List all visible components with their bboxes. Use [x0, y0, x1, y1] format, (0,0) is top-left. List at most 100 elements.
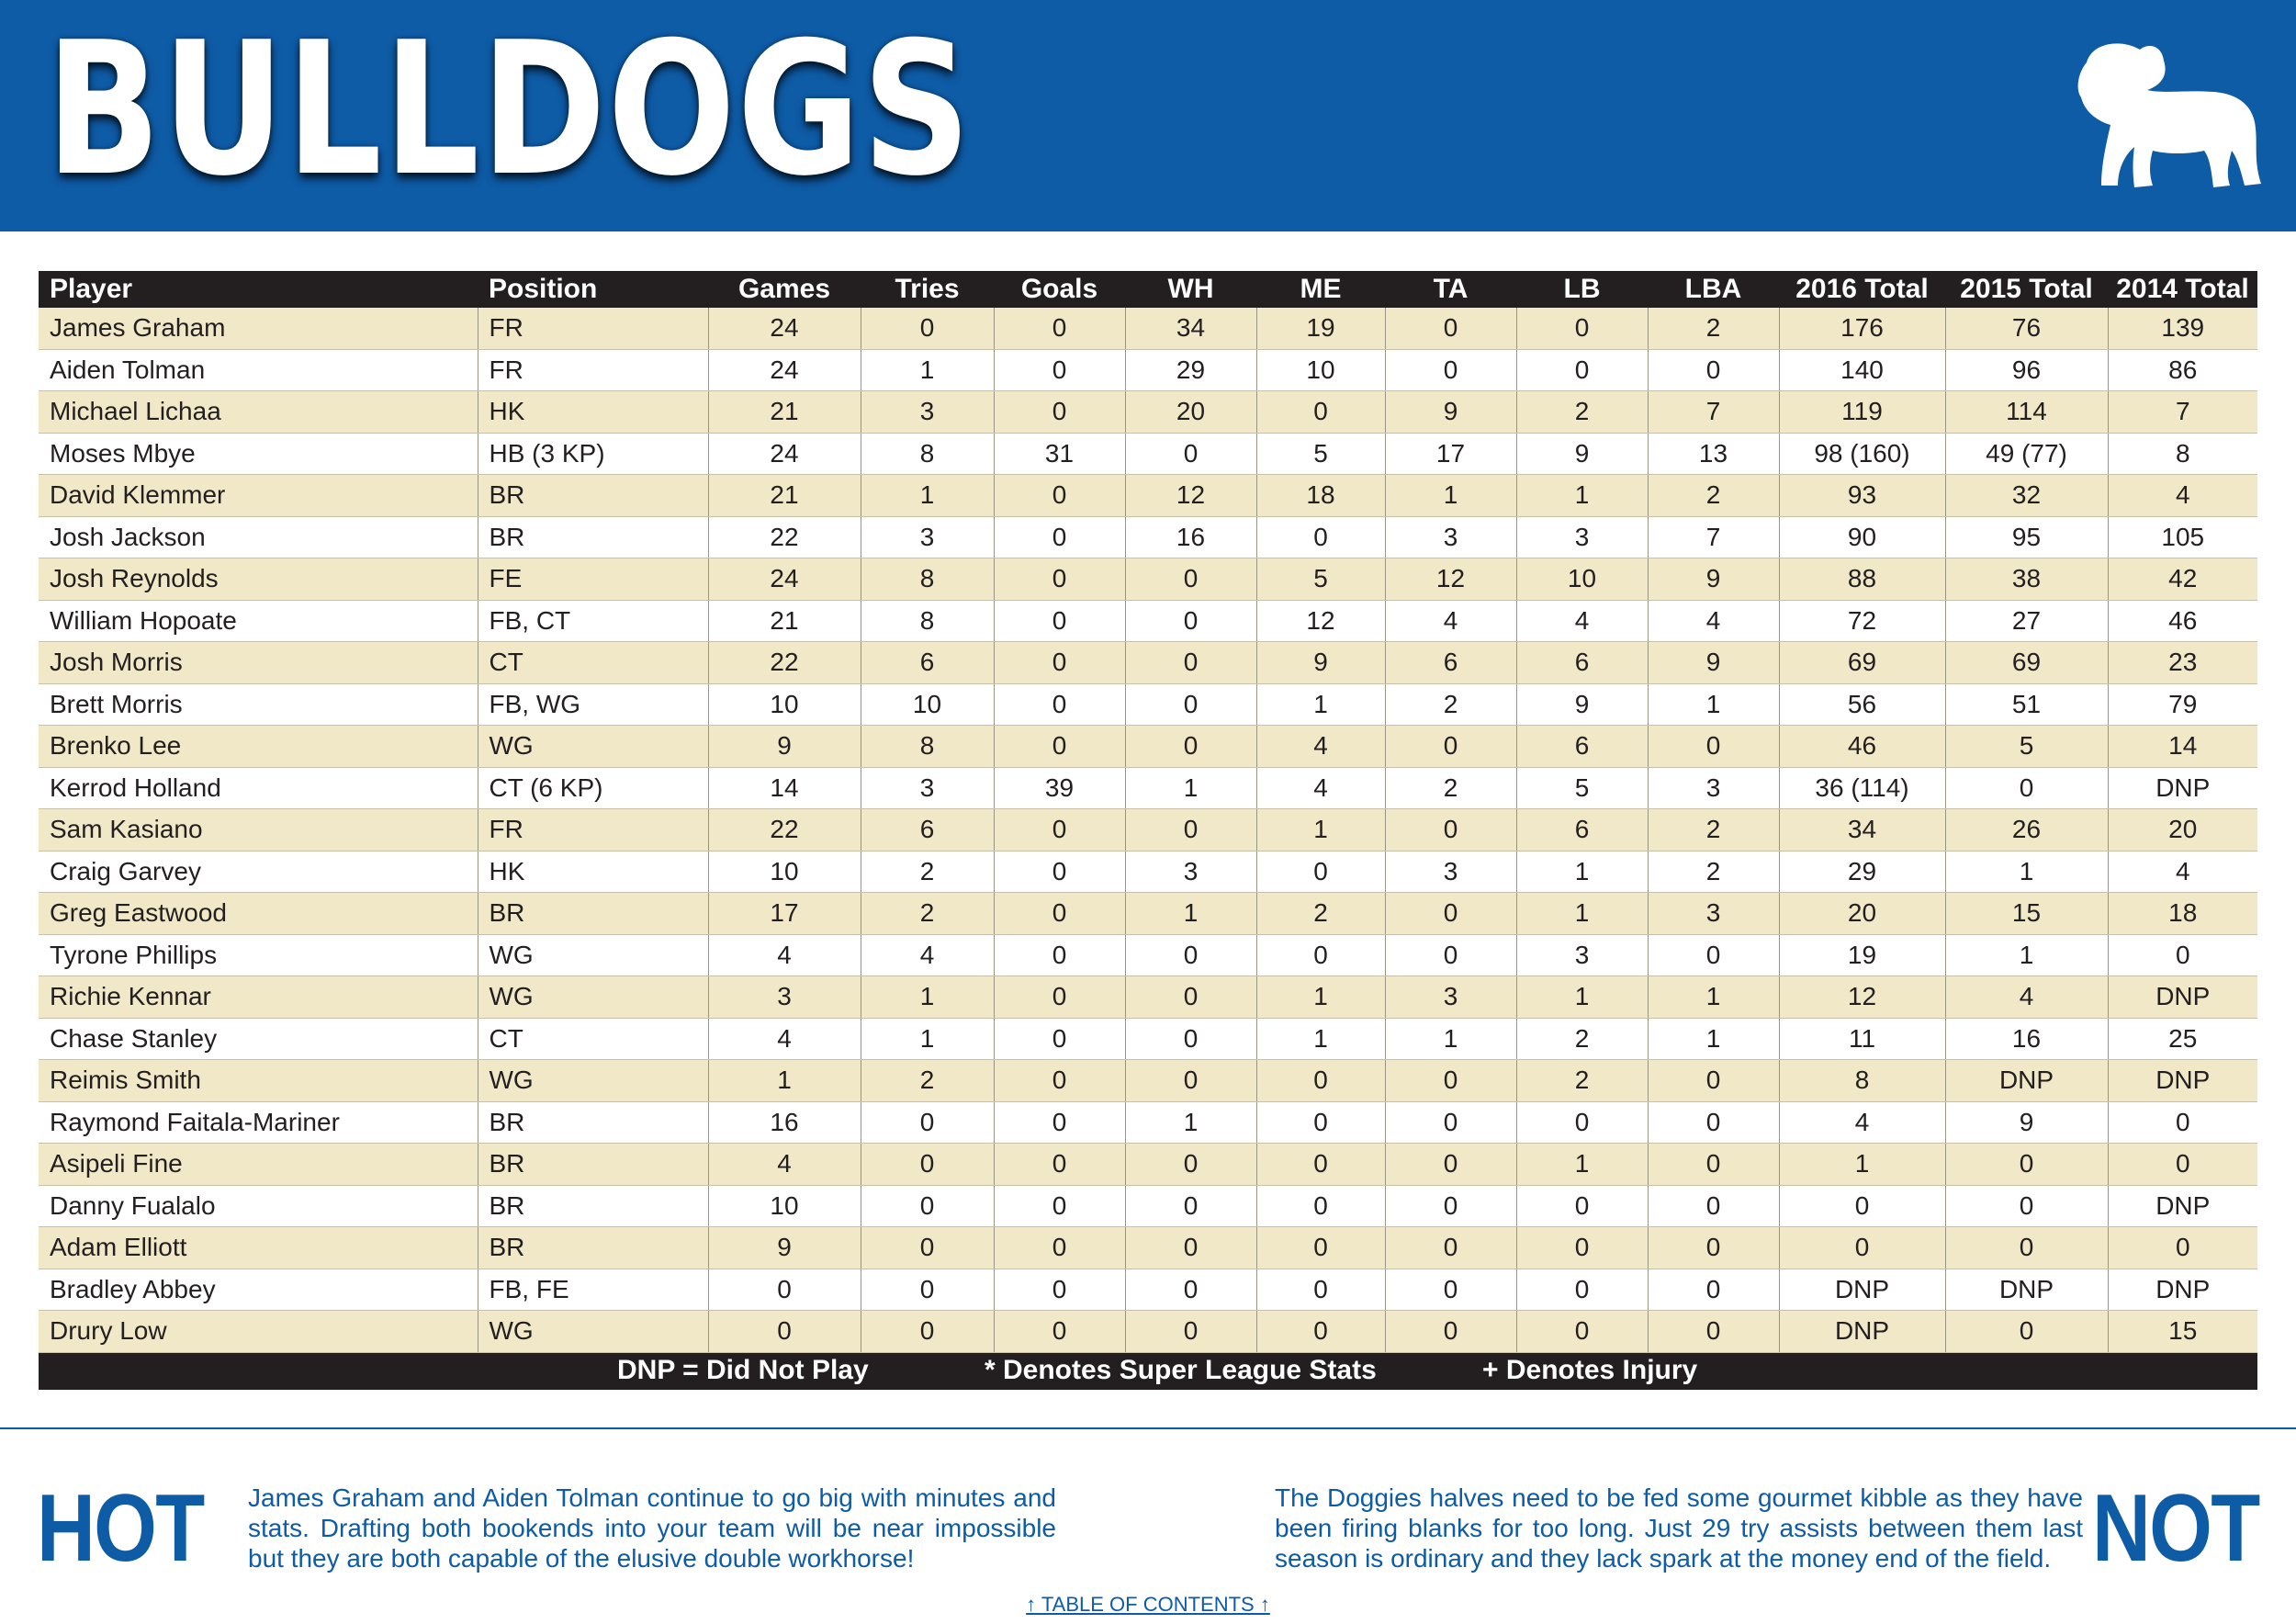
table-cell: 3	[1384, 976, 1516, 1019]
table-row: Bradley Abbey FB, FE 0 0 0 0 0 0 0 0 DNP DNP DNP	[39, 1269, 2257, 1311]
table-cell: BR	[477, 1185, 708, 1227]
table-cell: 4	[1944, 976, 2108, 1019]
table-cell: 0	[1384, 1185, 1516, 1227]
table-cell: 3	[1647, 892, 1779, 935]
table-cell: 3	[1384, 851, 1516, 893]
table-row: Raymond Faitala-Mariner BR 16 0 0 1 0 0 0 0 4 9 0	[39, 1101, 2257, 1144]
table-cell: 0	[2107, 1226, 2257, 1269]
table-cell: 2	[1515, 1018, 1648, 1060]
table-cell: 46	[1778, 725, 1945, 768]
table-cell: 76	[1944, 308, 2108, 350]
table-cell: 3	[1647, 767, 1779, 809]
table-cell: 0	[1255, 1226, 1385, 1269]
table-cell: 0	[1384, 1059, 1516, 1102]
table-row: Brett Morris FB, WG 10 10 0 0 1 2 9 1 56 51 79	[39, 683, 2257, 726]
table-cell: 38	[1944, 558, 2108, 601]
table-cell: DNP	[1944, 1059, 2108, 1102]
table-cell: 2	[860, 851, 994, 893]
table-cell: 36 (114)	[1778, 767, 1945, 809]
table-cell: DNP	[2107, 767, 2257, 809]
table-legend: DNP = Did Not Play * Denotes Super Leagu…	[39, 1352, 2257, 1390]
table-cell: 1	[1124, 1101, 1256, 1144]
table-cell: 10	[707, 683, 861, 726]
legend-injury: + Denotes Injury	[1482, 1354, 1698, 1385]
table-of-contents-link[interactable]: ↑ TABLE OF CONTENTS ↑	[1026, 1593, 1270, 1616]
table-cell: HB (3 KP)	[477, 433, 708, 475]
table-cell: 0	[993, 308, 1125, 350]
table-cell: 3	[860, 516, 994, 558]
table-cell: 13	[1647, 433, 1779, 475]
table-cell: WG	[477, 725, 708, 768]
table-cell: 7	[1647, 516, 1779, 558]
table-cell: 0	[1124, 1059, 1256, 1102]
table-cell: 12	[1124, 474, 1256, 517]
table-cell: 9	[1384, 390, 1516, 434]
table-cell: 0	[993, 934, 1125, 976]
table-cell: 0	[1944, 1310, 2108, 1353]
table-cell: 0	[1384, 725, 1516, 768]
table-cell: 10	[707, 1185, 861, 1227]
table-cell: 176	[1778, 308, 1945, 350]
table-cell: 4	[1515, 600, 1648, 642]
table-cell: 9	[707, 725, 861, 768]
table-cell: 4	[1384, 600, 1516, 642]
table-cell: 0	[1515, 1310, 1648, 1353]
table-cell: 2	[1255, 892, 1385, 935]
table-cell: 20	[1124, 390, 1256, 434]
table-cell: 20	[2107, 808, 2257, 851]
table-cell: 69	[1778, 641, 1945, 684]
table-cell: 6	[860, 641, 994, 684]
table-cell: 0	[707, 1310, 861, 1353]
table-cell: 0	[993, 725, 1125, 768]
table-cell: BR	[477, 1143, 708, 1186]
table-cell: BR	[477, 474, 708, 517]
table-cell: 0	[1384, 1226, 1516, 1269]
table-cell: 8	[2107, 433, 2257, 475]
table-cell: 1	[1647, 1018, 1779, 1060]
table-cell: Chase Stanley	[39, 1018, 478, 1060]
table-cell: 0	[993, 1143, 1125, 1186]
table-row: James Graham FR 24 0 0 34 19 0 0 2 176 76 139	[39, 308, 2257, 350]
table-cell: 0	[993, 976, 1125, 1019]
table-cell: 1	[1515, 892, 1648, 935]
table-cell: 3	[860, 390, 994, 434]
table-cell: 69	[1944, 641, 2108, 684]
table-cell: 0	[993, 808, 1125, 851]
table-cell: 0	[1647, 934, 1779, 976]
table-body: James Graham FR 24 0 0 34 19 0 0 2 176 76 139 Aiden T…	[39, 308, 2257, 1353]
table-cell: 22	[707, 641, 861, 684]
table-cell: 1	[860, 1018, 994, 1060]
table-cell: 0	[1124, 1226, 1256, 1269]
table-cell: 17	[707, 892, 861, 935]
table-cell: DNP	[1944, 1269, 2108, 1311]
table-cell: 0	[1255, 516, 1385, 558]
table-cell: 0	[860, 1226, 994, 1269]
table-cell: 9	[707, 1226, 861, 1269]
table-cell: 8	[1778, 1059, 1945, 1102]
table-cell: 0	[993, 892, 1125, 935]
table-cell: CT (6 KP)	[477, 767, 708, 809]
player-stats-section: Player Position Games Tries Goals WH ME TA LB LBA…	[39, 271, 2257, 1390]
table-cell: BR	[477, 892, 708, 935]
table-cell: 1	[1515, 474, 1648, 517]
table-cell: 6	[1515, 808, 1648, 851]
bulldog-silhouette-icon	[2077, 43, 2261, 187]
table-cell: 29	[1778, 851, 1945, 893]
table-cell: 0	[860, 1101, 994, 1144]
table-cell: 23	[2107, 641, 2257, 684]
table-row: Drury Low WG 0 0 0 0 0 0 0 0 DNP 0 15	[39, 1310, 2257, 1353]
table-cell: 1	[1778, 1143, 1945, 1186]
table-cell: WG	[477, 1059, 708, 1102]
table-cell: 2	[1647, 308, 1779, 350]
legend-dnp: DNP = Did Not Play	[617, 1354, 869, 1385]
column-header: LB	[1516, 271, 1648, 308]
table-cell: 0	[1124, 725, 1256, 768]
table-cell: 0	[1124, 1143, 1256, 1186]
table-cell: 1	[707, 1059, 861, 1102]
table-cell: 0	[993, 1059, 1125, 1102]
table-cell: 0	[993, 474, 1125, 517]
table-cell: 114	[1944, 390, 2108, 434]
table-cell: 0	[1944, 1185, 2108, 1227]
table-cell: 3	[860, 767, 994, 809]
table-cell: DNP	[1778, 1310, 1945, 1353]
